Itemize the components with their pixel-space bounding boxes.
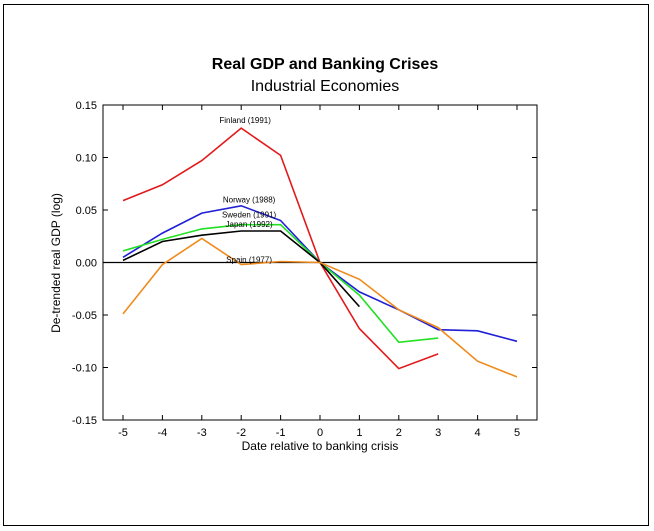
- y-tick-label: 0.10: [76, 153, 97, 165]
- annotation-spain: Spain (1977): [226, 256, 272, 265]
- y-tick-label: 0.05: [76, 205, 97, 217]
- y-tick-label: 0.00: [76, 258, 97, 270]
- y-axis-label: De-trended real GDP (log): [49, 193, 63, 333]
- series-line-sweden: [122, 223, 439, 344]
- y-tick-label: -0.10: [72, 363, 97, 375]
- x-tick-label: 1: [356, 427, 362, 439]
- x-tick-label: -2: [236, 427, 246, 439]
- x-tick-label: -5: [118, 427, 128, 439]
- series-line-finland: [122, 127, 439, 370]
- x-tick-label: -3: [197, 427, 207, 439]
- chart-subtitle: Industrial Economies: [251, 78, 400, 95]
- annotation-norway: Norway (1988): [223, 196, 276, 205]
- annotation-sweden: Sweden (1991): [222, 210, 277, 219]
- x-tick-label: -1: [276, 427, 286, 439]
- x-tick-label: -4: [158, 427, 168, 439]
- x-tick-label: 5: [514, 427, 520, 439]
- y-tick-label: -0.05: [72, 310, 97, 322]
- x-tick-label: 4: [475, 427, 481, 439]
- x-tick-label: 3: [435, 427, 441, 439]
- x-tick-label: 0: [317, 427, 323, 439]
- series-line-spain: [122, 237, 518, 378]
- plot-area: -0.15 -0.10 -0.05 0.00 0.05 0.10 0.15 -5 -4 -3 -2 -…: [72, 100, 538, 439]
- series-line-norway: [122, 204, 518, 343]
- x-axis-label: Date relative to banking crisis: [242, 439, 399, 453]
- chart-title: Real GDP and Banking Crises: [212, 56, 439, 73]
- annotation-finland: Finland (1991): [219, 116, 271, 125]
- annotation-japan: Japan (1992): [226, 220, 273, 229]
- y-tick-label: 0.15: [76, 100, 97, 112]
- x-tick-label: 2: [396, 427, 402, 439]
- y-tick-label: -0.15: [72, 415, 97, 427]
